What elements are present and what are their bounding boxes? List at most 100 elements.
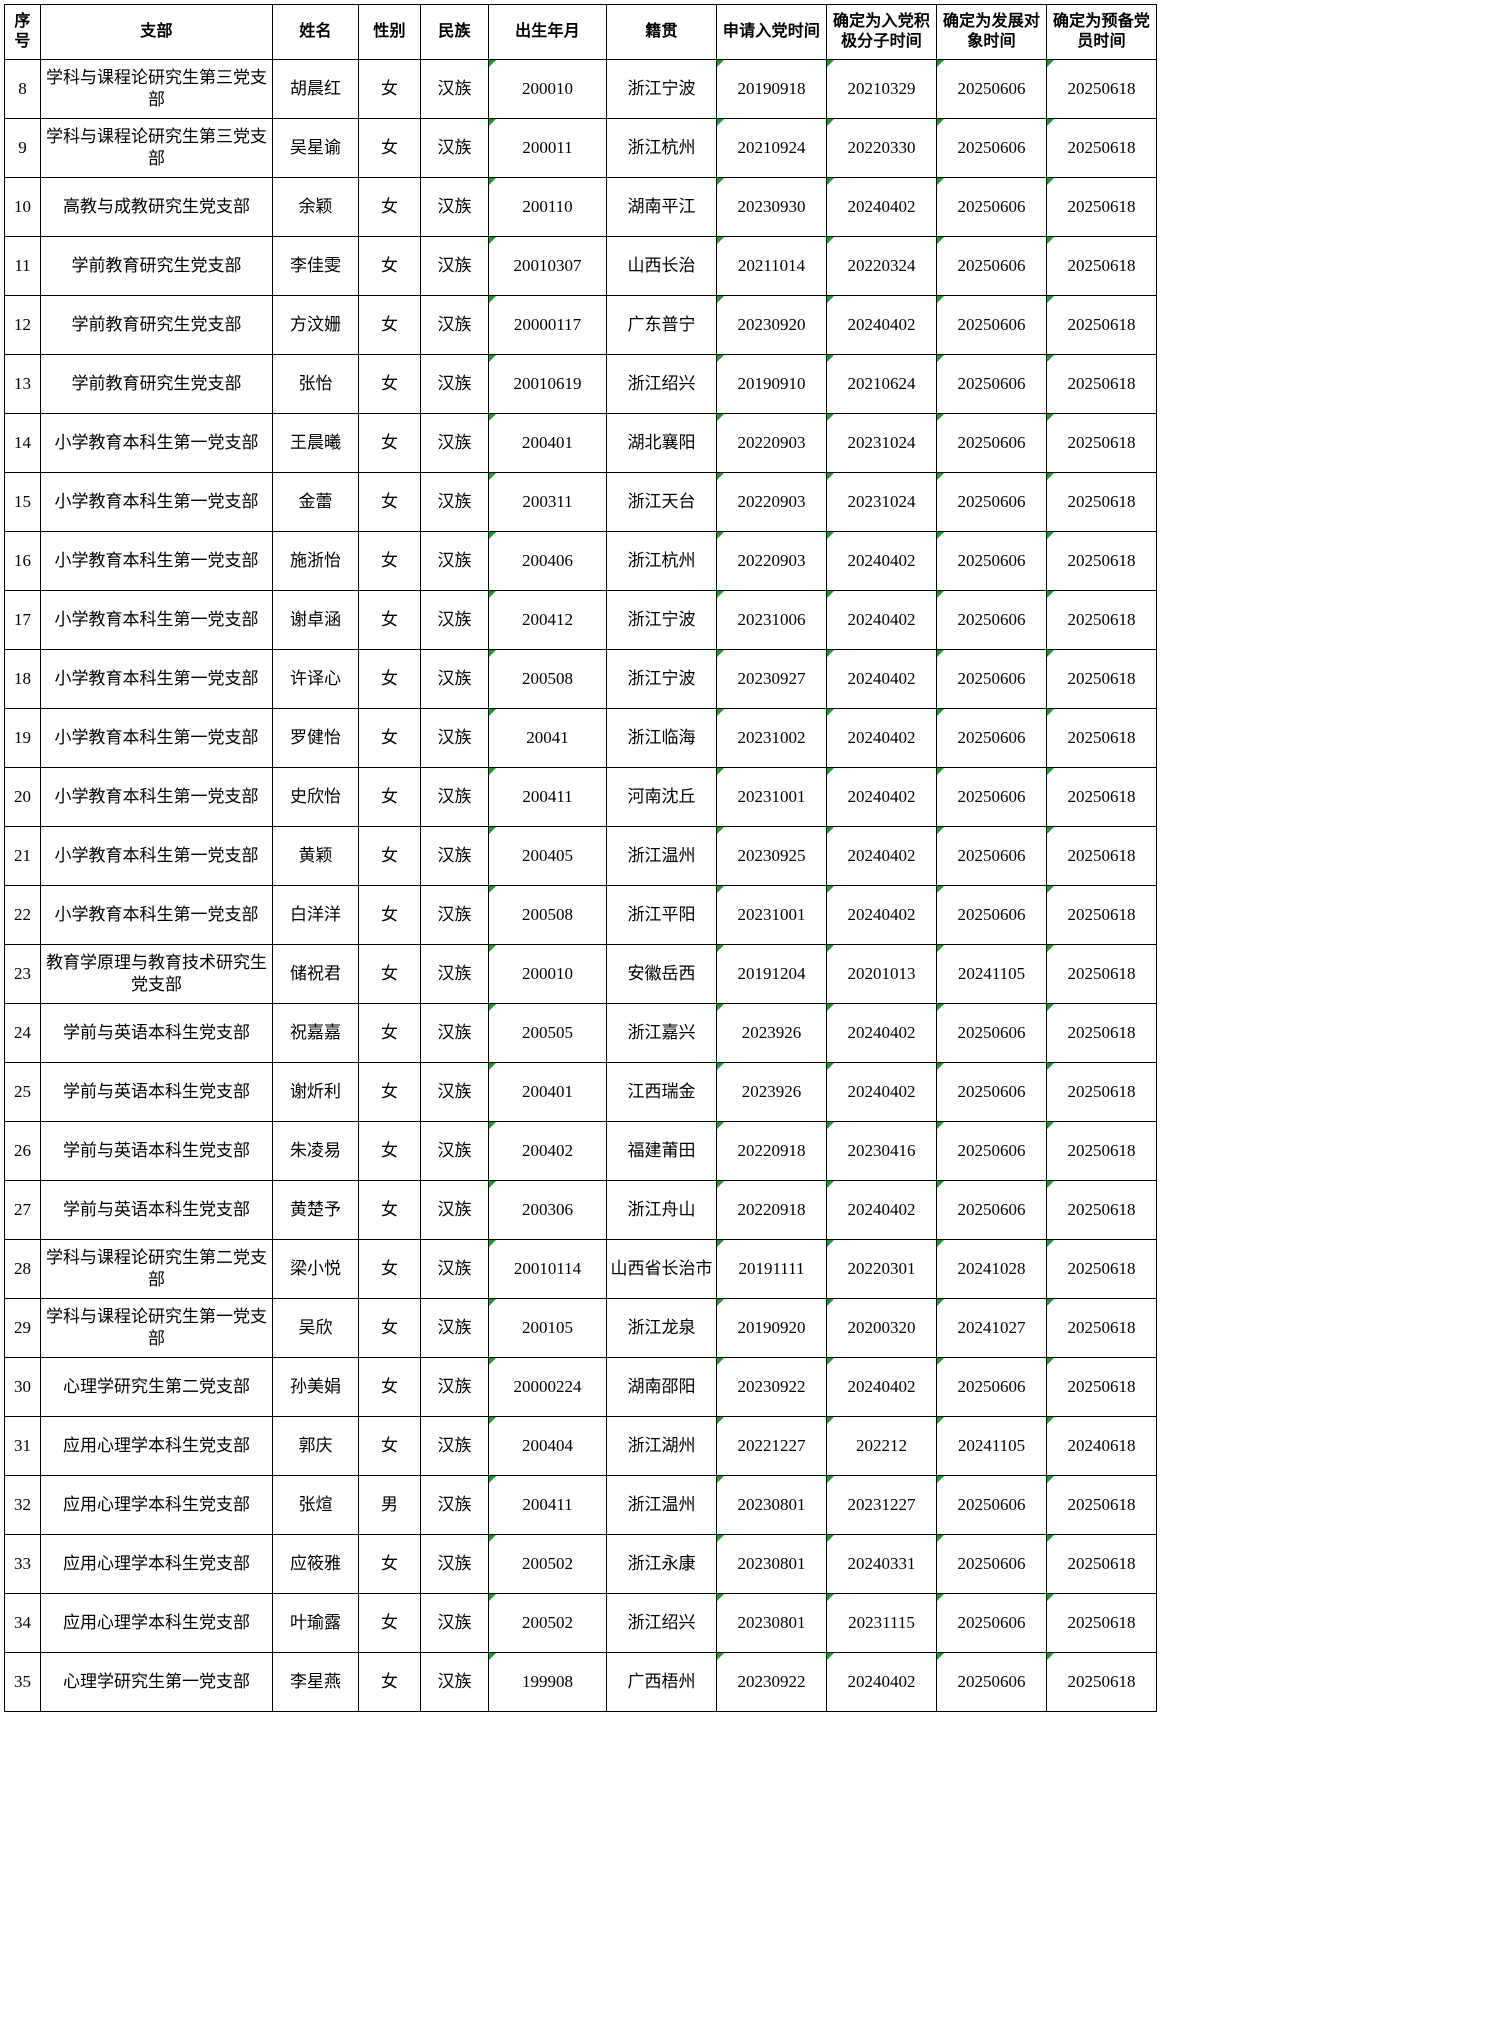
cell-gender[interactable]: 女 <box>358 1652 421 1712</box>
cell-apply-date[interactable]: 2023926 <box>716 1062 827 1122</box>
column-header-target-date[interactable]: 确定为发展对象时间 <box>936 4 1047 60</box>
cell-index[interactable]: 20 <box>4 767 41 827</box>
cell-target-date[interactable]: 20241027 <box>936 1298 1047 1358</box>
cell-branch[interactable]: 学前教育研究生党支部 <box>40 236 273 296</box>
cell-index[interactable]: 14 <box>4 413 41 473</box>
cell-birthdate[interactable]: 199908 <box>488 1652 607 1712</box>
cell-activist-date[interactable]: 20240402 <box>826 1357 937 1417</box>
cell-index[interactable]: 17 <box>4 590 41 650</box>
cell-ethnicity[interactable]: 汉族 <box>420 1593 489 1653</box>
cell-ethnicity[interactable]: 汉族 <box>420 885 489 945</box>
cell-activist-date[interactable]: 20230416 <box>826 1121 937 1181</box>
cell-activist-date[interactable]: 20231227 <box>826 1475 937 1535</box>
cell-name[interactable]: 谢炘利 <box>272 1062 359 1122</box>
cell-origin[interactable]: 浙江杭州 <box>606 531 717 591</box>
cell-name[interactable]: 吴星谕 <box>272 118 359 178</box>
cell-birthdate[interactable]: 200010 <box>488 59 607 119</box>
cell-birthdate[interactable]: 200412 <box>488 590 607 650</box>
cell-target-date[interactable]: 20250606 <box>936 1475 1047 1535</box>
cell-activist-date[interactable]: 20200320 <box>826 1298 937 1358</box>
cell-name[interactable]: 胡晨红 <box>272 59 359 119</box>
cell-apply-date[interactable]: 20220903 <box>716 413 827 473</box>
cell-origin[interactable]: 浙江绍兴 <box>606 354 717 414</box>
cell-apply-date[interactable]: 20230801 <box>716 1534 827 1594</box>
cell-target-date[interactable]: 20250606 <box>936 1180 1047 1240</box>
cell-gender[interactable]: 女 <box>358 118 421 178</box>
cell-gender[interactable]: 女 <box>358 59 421 119</box>
cell-ethnicity[interactable]: 汉族 <box>420 1298 489 1358</box>
cell-apply-date[interactable]: 20230925 <box>716 826 827 886</box>
cell-branch[interactable]: 应用心理学本科生党支部 <box>40 1593 273 1653</box>
cell-probationary-date[interactable]: 20250618 <box>1046 531 1157 591</box>
cell-origin[interactable]: 河南沈丘 <box>606 767 717 827</box>
cell-index[interactable]: 27 <box>4 1180 41 1240</box>
cell-gender[interactable]: 女 <box>358 177 421 237</box>
cell-activist-date[interactable]: 20240402 <box>826 885 937 945</box>
cell-gender[interactable]: 女 <box>358 1121 421 1181</box>
cell-gender[interactable]: 女 <box>358 590 421 650</box>
cell-birthdate[interactable]: 200110 <box>488 177 607 237</box>
cell-index[interactable]: 12 <box>4 295 41 355</box>
cell-ethnicity[interactable]: 汉族 <box>420 826 489 886</box>
cell-index[interactable]: 32 <box>4 1475 41 1535</box>
cell-probationary-date[interactable]: 20250618 <box>1046 708 1157 768</box>
cell-branch[interactable]: 应用心理学本科生党支部 <box>40 1416 273 1476</box>
cell-activist-date[interactable]: 20240402 <box>826 1062 937 1122</box>
cell-activist-date[interactable]: 20210624 <box>826 354 937 414</box>
cell-gender[interactable]: 女 <box>358 767 421 827</box>
cell-ethnicity[interactable]: 汉族 <box>420 1534 489 1594</box>
cell-birthdate[interactable]: 20000117 <box>488 295 607 355</box>
cell-index[interactable]: 22 <box>4 885 41 945</box>
cell-target-date[interactable]: 20250606 <box>936 295 1047 355</box>
cell-origin[interactable]: 湖北襄阳 <box>606 413 717 473</box>
cell-probationary-date[interactable]: 20250618 <box>1046 826 1157 886</box>
cell-index[interactable]: 18 <box>4 649 41 709</box>
cell-birthdate[interactable]: 20041 <box>488 708 607 768</box>
cell-name[interactable]: 许译心 <box>272 649 359 709</box>
cell-activist-date[interactable]: 20231024 <box>826 413 937 473</box>
cell-apply-date[interactable]: 2023926 <box>716 1003 827 1063</box>
cell-index[interactable]: 11 <box>4 236 41 296</box>
cell-origin[interactable]: 浙江龙泉 <box>606 1298 717 1358</box>
cell-ethnicity[interactable]: 汉族 <box>420 472 489 532</box>
cell-probationary-date[interactable]: 20250618 <box>1046 1298 1157 1358</box>
cell-activist-date[interactable]: 20231115 <box>826 1593 937 1653</box>
cell-name[interactable]: 祝嘉嘉 <box>272 1003 359 1063</box>
cell-name[interactable]: 史欣怡 <box>272 767 359 827</box>
cell-name[interactable]: 施浙怡 <box>272 531 359 591</box>
cell-activist-date[interactable]: 20240402 <box>826 708 937 768</box>
cell-target-date[interactable]: 20241105 <box>936 944 1047 1004</box>
cell-gender[interactable]: 女 <box>358 354 421 414</box>
cell-birthdate[interactable]: 200405 <box>488 826 607 886</box>
cell-apply-date[interactable]: 20220903 <box>716 531 827 591</box>
cell-target-date[interactable]: 20250606 <box>936 708 1047 768</box>
cell-branch[interactable]: 学科与课程论研究生第一党支部 <box>40 1298 273 1358</box>
cell-branch[interactable]: 应用心理学本科生党支部 <box>40 1534 273 1594</box>
cell-name[interactable]: 朱凌易 <box>272 1121 359 1181</box>
cell-gender[interactable]: 女 <box>358 1416 421 1476</box>
cell-birthdate[interactable]: 20000224 <box>488 1357 607 1417</box>
cell-probationary-date[interactable]: 20250618 <box>1046 885 1157 945</box>
cell-branch[interactable]: 学前教育研究生党支部 <box>40 295 273 355</box>
cell-name[interactable]: 孙美娟 <box>272 1357 359 1417</box>
cell-gender[interactable]: 女 <box>358 1180 421 1240</box>
cell-gender[interactable]: 女 <box>358 236 421 296</box>
cell-probationary-date[interactable]: 20250618 <box>1046 1475 1157 1535</box>
cell-ethnicity[interactable]: 汉族 <box>420 1416 489 1476</box>
cell-gender[interactable]: 女 <box>358 708 421 768</box>
cell-index[interactable]: 25 <box>4 1062 41 1122</box>
cell-index[interactable]: 8 <box>4 59 41 119</box>
cell-origin[interactable]: 湖南邵阳 <box>606 1357 717 1417</box>
cell-birthdate[interactable]: 20010307 <box>488 236 607 296</box>
cell-index[interactable]: 34 <box>4 1593 41 1653</box>
cell-ethnicity[interactable]: 汉族 <box>420 118 489 178</box>
cell-name[interactable]: 罗健怡 <box>272 708 359 768</box>
cell-target-date[interactable]: 20250606 <box>936 236 1047 296</box>
cell-birthdate[interactable]: 200404 <box>488 1416 607 1476</box>
cell-target-date[interactable]: 20250606 <box>936 826 1047 886</box>
cell-apply-date[interactable]: 20230922 <box>716 1652 827 1712</box>
cell-origin[interactable]: 广西梧州 <box>606 1652 717 1712</box>
cell-gender[interactable]: 女 <box>358 944 421 1004</box>
cell-ethnicity[interactable]: 汉族 <box>420 1475 489 1535</box>
cell-apply-date[interactable]: 20220918 <box>716 1121 827 1181</box>
